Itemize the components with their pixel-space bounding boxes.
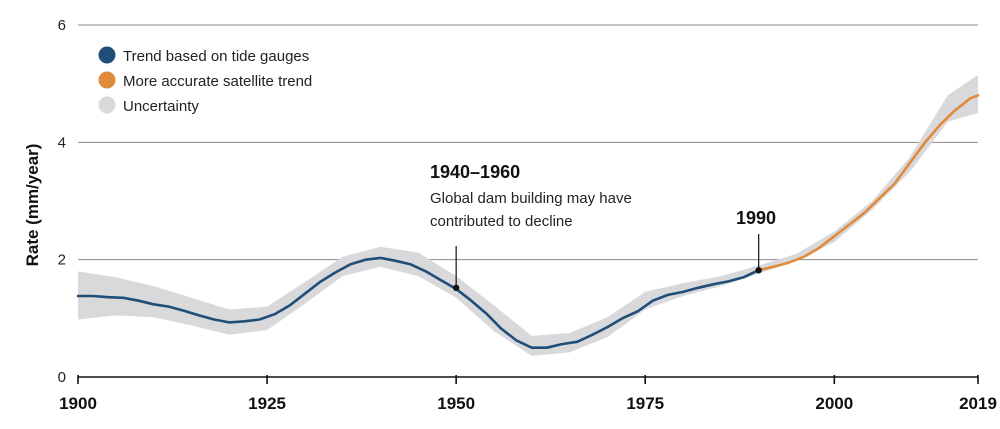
uncertainty-band-layer — [78, 74, 978, 356]
legend-label-tide-gauges: Trend based on tide gauges — [123, 48, 309, 65]
x-tick-label-1925: 1925 — [248, 394, 286, 413]
x-tick-label-1975: 1975 — [626, 394, 664, 413]
grid-lines — [78, 24, 978, 261]
annotation-point-1940-1960 — [452, 284, 460, 292]
legend-swatch-satellite — [98, 71, 116, 89]
annotation-point-1990 — [755, 267, 762, 274]
annotations: 1940–1960 Global dam building may have con… — [430, 162, 776, 292]
series-line-satellite — [757, 94, 980, 272]
legend-label-satellite: More accurate satellite trend — [123, 73, 312, 90]
legend-label-uncertainty: Uncertainty — [123, 98, 199, 115]
series-layer — [76, 94, 980, 349]
series-line-tide-gauges — [76, 256, 760, 349]
y-tick-label-0: 0 — [58, 369, 66, 386]
x-tick-label-1950: 1950 — [437, 394, 475, 413]
legend-swatch-uncertainty — [98, 96, 116, 114]
y-tick-label-6: 6 — [58, 17, 66, 34]
x-tick-label-1900: 1900 — [59, 394, 97, 413]
annotation-title-1990: 1990 — [736, 208, 776, 228]
axes: 0 2 4 6 1900 1925 1950 1975 2000 2019 — [58, 17, 997, 413]
uncertainty-band — [78, 74, 978, 356]
y-tick-label-4: 4 — [58, 134, 66, 151]
annotation-text-1940-1960-line-1: Global dam building may have — [430, 190, 632, 207]
annotation-title-1940-1960: 1940–1960 — [430, 162, 520, 182]
legend-swatch-tide-gauges — [98, 46, 116, 64]
legend: Trend based on tide gauges More accurate… — [98, 46, 312, 115]
annotation-text-1940-1960-line-2: contributed to decline — [430, 213, 573, 230]
x-tick-label-2019: 2019 — [959, 394, 997, 413]
y-tick-label-2: 2 — [58, 252, 66, 269]
y-axis-label: Rate (mm/year) — [23, 144, 42, 267]
x-tick-label-2000: 2000 — [815, 394, 853, 413]
